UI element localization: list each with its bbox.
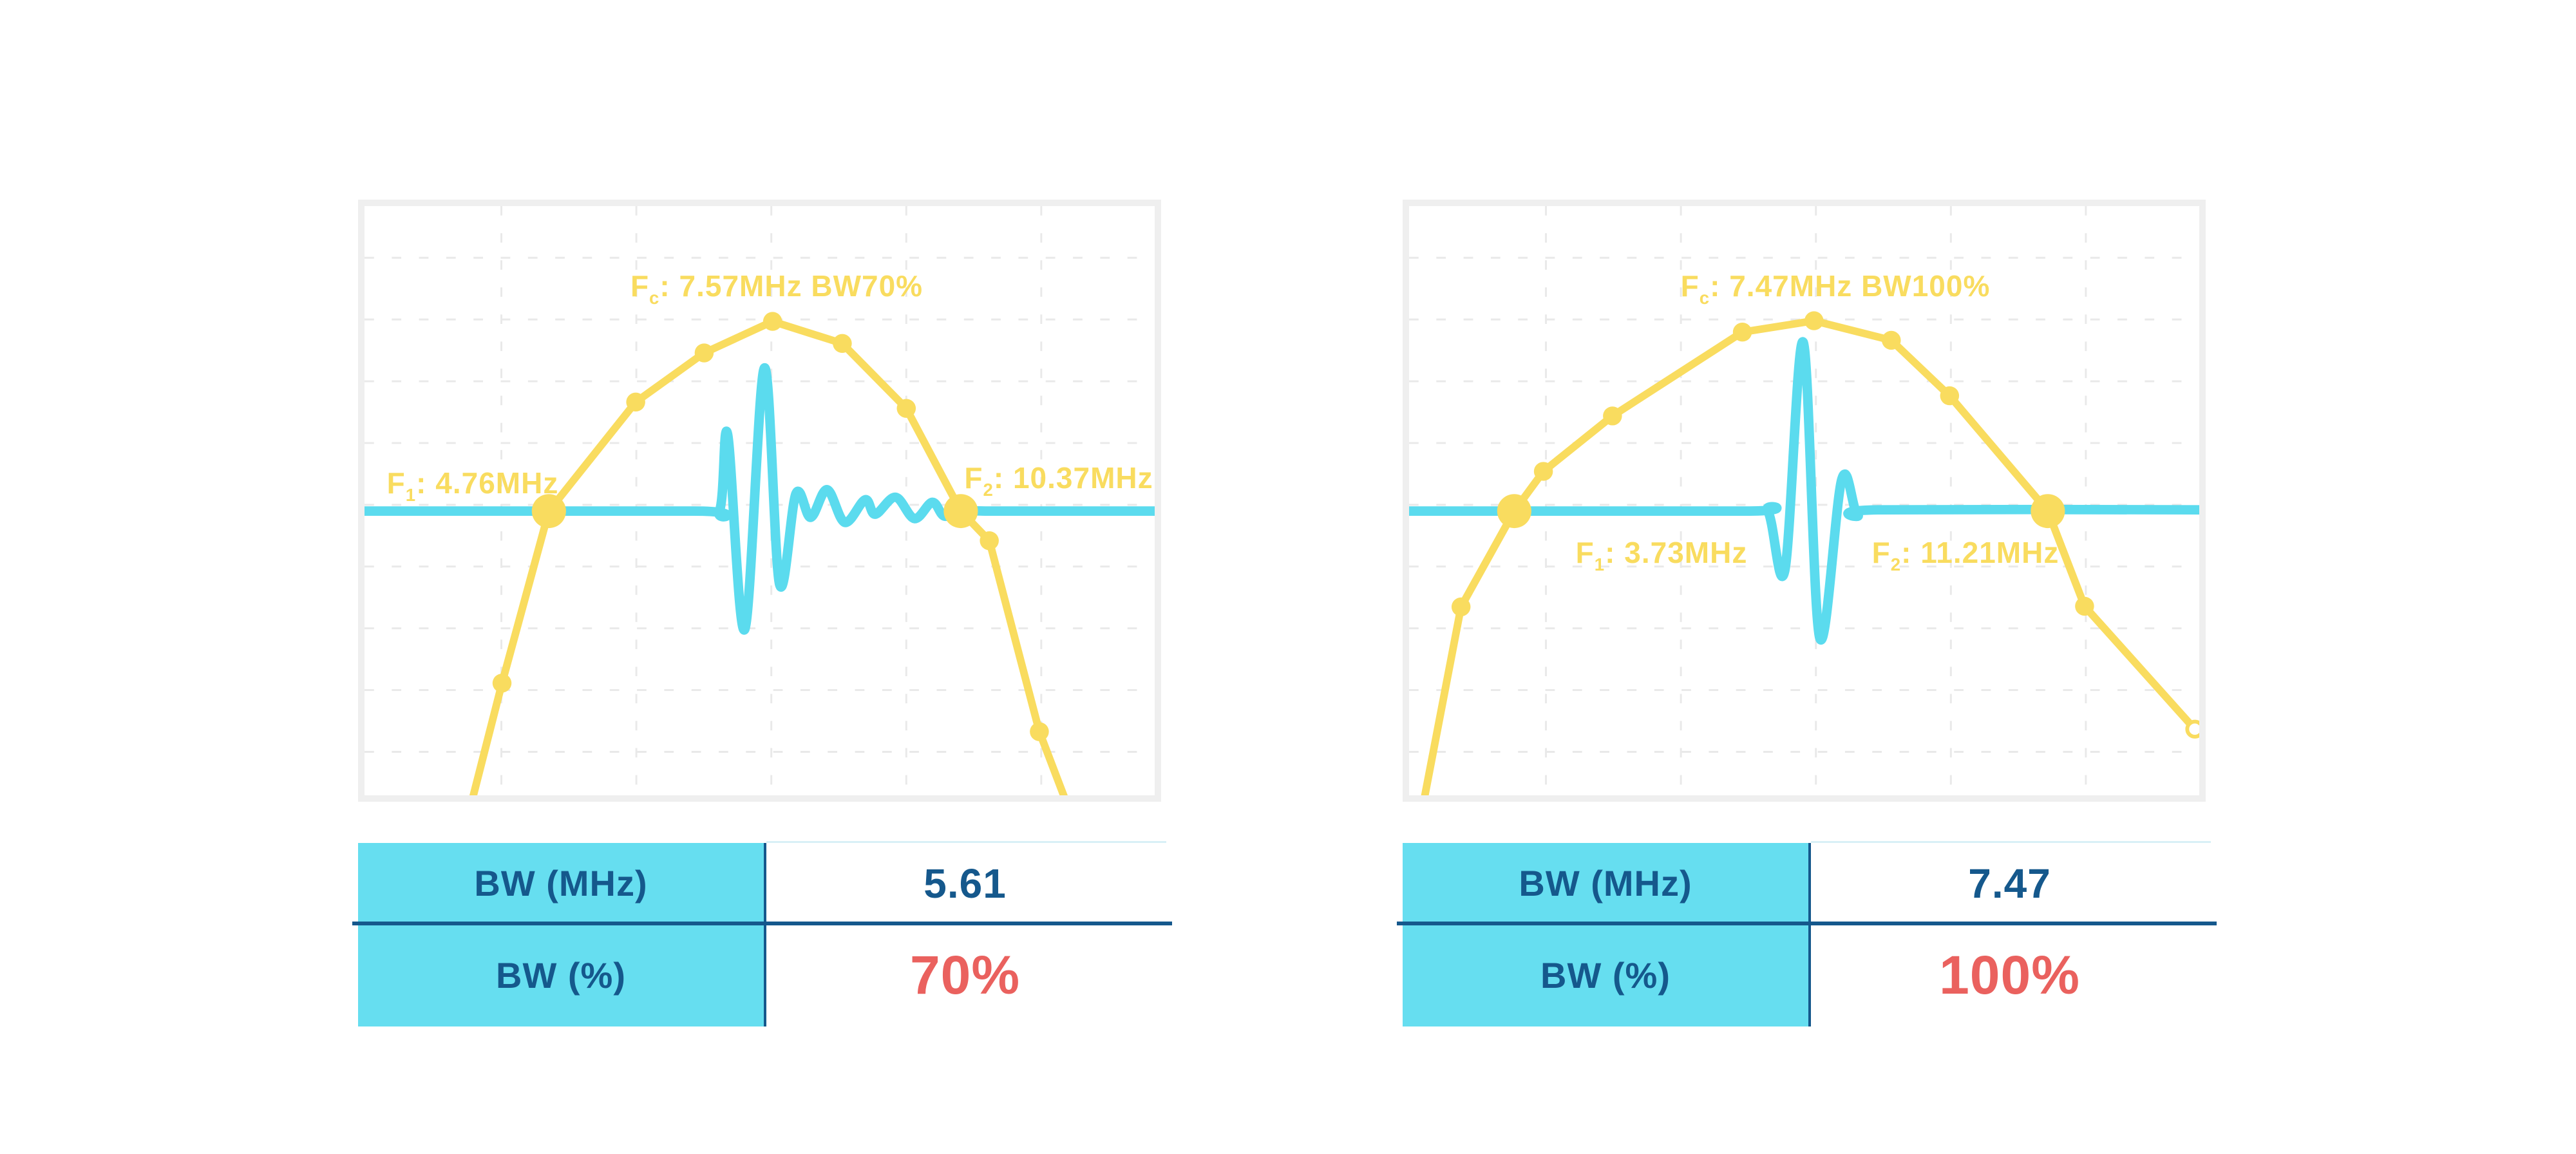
fc-value-text: : 7.57MHz BW70% [659, 269, 923, 303]
spectrum-plot-100pct: Fc: 7.47MHz BW100% F1: 3.73MHz F2: 11.21… [1403, 200, 2206, 802]
bw-pct-label: BW (%) [1403, 923, 1808, 1026]
bw-pct-label: BW (%) [358, 923, 764, 1026]
f2-value-text: : 10.37MHz [993, 460, 1153, 495]
f1-subscript: 1 [405, 485, 417, 506]
fc-value-text: : 7.47MHz BW100% [1710, 269, 1991, 303]
chart-group-100pct: Fc: 7.47MHz BW100% F1: 3.73MHz F2: 11.21… [1397, 200, 2217, 1037]
table-column-divider [764, 843, 766, 1026]
spectrum-svg [1409, 206, 2199, 795]
f2-subscript: 2 [1890, 554, 1902, 575]
f1-symbol: F [1575, 535, 1595, 569]
f1-value-text: : 4.76MHz [416, 466, 559, 500]
fc-symbol: F [630, 269, 650, 303]
bw-mhz-label: BW (MHz) [1403, 843, 1808, 923]
table-row: BW (MHz) 5.61 [358, 843, 1166, 923]
f2-subscript: 2 [983, 480, 994, 500]
f1-value-text: : 3.73MHz [1605, 535, 1748, 569]
table-row-divider [1397, 922, 2217, 925]
bw-mhz-value: 5.61 [764, 843, 1166, 923]
table-column-divider [1808, 843, 1811, 1026]
f2-value-text: : 11.21MHz [1901, 535, 2060, 569]
value-column-top-line [766, 841, 1166, 843]
f1-symbol: F [386, 466, 406, 500]
f2-symbol: F [1871, 535, 1891, 569]
fc-subscript: c [649, 288, 660, 308]
f1-annotation: F1: 4.76MHz [387, 466, 559, 506]
bw-mhz-value: 7.47 [1808, 843, 2211, 923]
fc-annotation: Fc: 7.57MHz BW70% [630, 269, 923, 308]
f2-annotation: F2: 10.37MHz [964, 460, 1153, 500]
bw-table-100pct: BW (MHz) 7.47 BW (%) 100% [1397, 841, 2217, 1026]
fc-subscript: c [1699, 288, 1710, 308]
table-row-divider [352, 922, 1172, 925]
table-row: BW (%) 100% [1403, 923, 2211, 1026]
spectrum-svg [365, 206, 1155, 795]
chart-group-70pct: Fc: 7.57MHz BW70% F1: 4.76MHz F2: 10.37M… [352, 200, 1172, 1037]
f1-annotation: F1: 3.73MHz [1576, 535, 1748, 575]
f2-annotation: F2: 11.21MHz [1872, 535, 2060, 575]
fc-annotation: Fc: 7.47MHz BW100% [1681, 269, 1991, 308]
bw-pct-value: 70% [764, 923, 1166, 1026]
value-column-top-line [1811, 841, 2211, 843]
bw-mhz-label: BW (MHz) [358, 843, 764, 923]
table-row: BW (MHz) 7.47 [1403, 843, 2211, 923]
f1-subscript: 1 [1594, 554, 1605, 575]
spectrum-plot-70pct: Fc: 7.57MHz BW70% F1: 4.76MHz F2: 10.37M… [358, 200, 1161, 802]
bw-table-70pct: BW (MHz) 5.61 BW (%) 70% [352, 841, 1172, 1026]
table-row: BW (%) 70% [358, 923, 1166, 1026]
fc-symbol: F [1680, 269, 1700, 303]
f2-symbol: F [964, 460, 983, 495]
bw-pct-value: 100% [1808, 923, 2211, 1026]
